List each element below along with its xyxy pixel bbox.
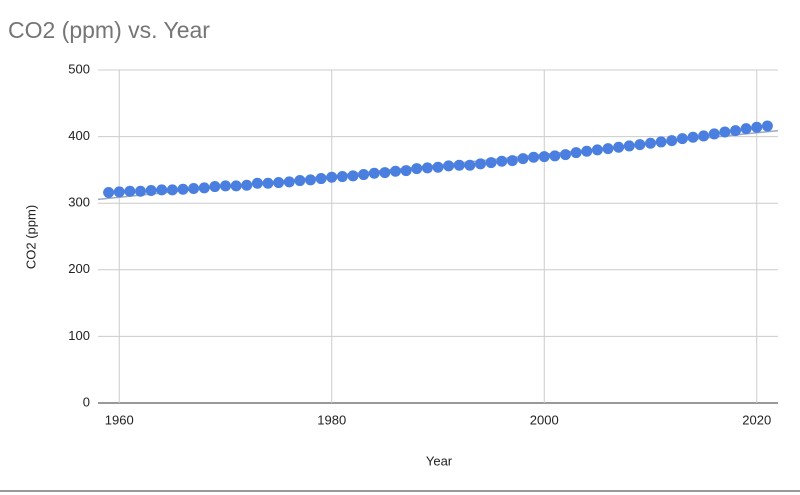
point — [464, 159, 476, 171]
point — [740, 123, 752, 135]
point — [645, 137, 656, 149]
point — [400, 165, 412, 177]
point — [283, 176, 295, 188]
point — [698, 130, 710, 142]
y-axis-label: CO2 (ppm) — [23, 205, 38, 269]
point — [591, 144, 603, 156]
point — [443, 160, 455, 172]
point — [315, 173, 327, 185]
point — [188, 183, 200, 195]
point — [613, 141, 625, 153]
point — [390, 165, 401, 177]
point — [517, 153, 529, 165]
point — [719, 126, 731, 138]
point — [166, 184, 178, 196]
point — [528, 151, 540, 163]
point — [262, 177, 274, 189]
point — [103, 187, 115, 199]
y-tick-label: 300 — [68, 195, 90, 210]
point — [666, 135, 678, 147]
point — [549, 150, 561, 162]
point — [655, 136, 667, 148]
point — [198, 182, 210, 194]
point — [708, 128, 720, 140]
x-tick-label: 1960 — [105, 412, 134, 427]
point — [538, 151, 550, 163]
point — [453, 159, 465, 171]
point — [220, 180, 231, 192]
point — [305, 174, 316, 186]
point — [379, 167, 391, 179]
point — [581, 145, 593, 157]
point — [358, 169, 370, 181]
point — [560, 149, 571, 161]
point — [156, 184, 168, 196]
point — [241, 179, 253, 191]
point — [411, 163, 423, 175]
x-axis-label: Year — [426, 453, 453, 468]
y-tick-label: 500 — [68, 61, 90, 76]
point — [751, 121, 763, 133]
point — [421, 162, 433, 174]
y-tick-label: 0 — [83, 394, 90, 409]
point — [273, 177, 285, 189]
point — [602, 143, 614, 155]
point — [209, 181, 221, 193]
point — [230, 180, 242, 192]
point — [124, 185, 136, 197]
x-tick-label: 2020 — [742, 412, 771, 427]
point — [368, 167, 380, 179]
y-tick-label: 400 — [68, 128, 90, 143]
point — [496, 155, 508, 167]
point — [570, 147, 582, 159]
point — [475, 158, 486, 170]
point — [177, 183, 189, 195]
point — [623, 140, 635, 152]
point — [634, 139, 646, 151]
point — [676, 133, 688, 145]
point — [687, 131, 699, 143]
point — [506, 155, 518, 167]
point — [432, 161, 444, 173]
point — [145, 185, 157, 197]
point — [730, 125, 741, 137]
point — [294, 175, 306, 187]
point — [347, 170, 359, 182]
y-tick-label: 100 — [68, 328, 90, 343]
point — [761, 120, 773, 132]
point — [326, 171, 338, 183]
point — [251, 177, 263, 189]
point — [135, 185, 146, 197]
point — [485, 157, 497, 169]
point — [336, 171, 348, 183]
x-tick-label: 2000 — [530, 412, 559, 427]
x-tick-label: 1980 — [317, 412, 346, 427]
point — [113, 186, 125, 198]
chart-title: CO2 (ppm) vs. Year — [8, 17, 210, 43]
y-tick-label: 200 — [68, 261, 90, 276]
